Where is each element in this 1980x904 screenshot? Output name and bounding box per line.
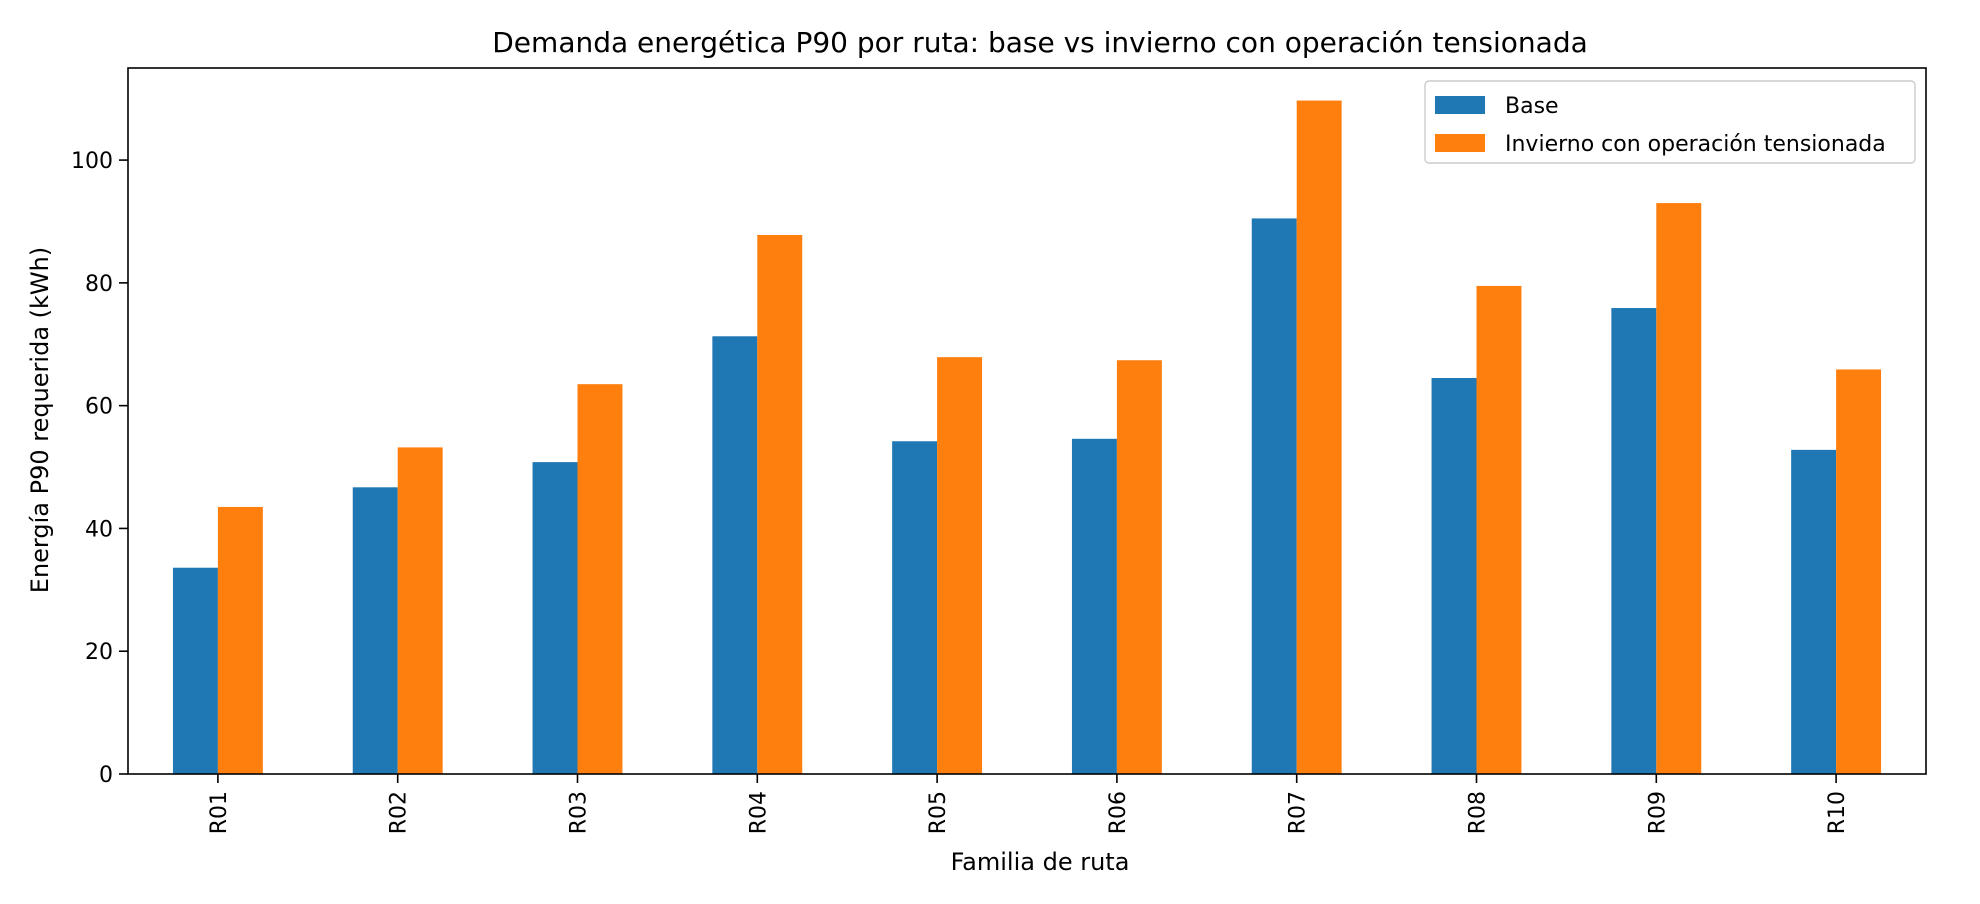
bar-invierno-R10: [1836, 369, 1882, 774]
x-tick-label: R06: [1106, 791, 1131, 834]
bar-base-R06: [1071, 438, 1117, 774]
x-tick-label: R05: [926, 791, 951, 834]
plot-frame: [127, 67, 1927, 775]
bar-base-R02: [352, 487, 398, 774]
bar-base-R08: [1431, 378, 1477, 774]
y-tick-label: 0: [99, 763, 113, 788]
y-tick-label: 40: [85, 517, 113, 542]
legend-box: [1424, 80, 1916, 164]
x-tick-label: R09: [1645, 791, 1670, 834]
legend: Base Invierno con operación tensionada: [1424, 80, 1916, 164]
y-axis: 0 20 40 60 80 100: [71, 149, 128, 788]
bar-invierno-R03: [577, 384, 623, 774]
x-axis: R01 R02 R03 R04 R05 R06 R07 R08 R09 R10: [207, 774, 1850, 834]
bars-layer: [172, 100, 1882, 775]
bar-base-R03: [532, 462, 578, 774]
legend-swatch: [1435, 134, 1485, 152]
legend-label: Invierno con operación tensionada: [1505, 132, 1886, 157]
bar-base-R10: [1791, 449, 1837, 774]
bar-invierno-R07: [1296, 100, 1342, 774]
y-tick-label: 60: [85, 395, 113, 420]
x-axis-label: Familia de ruta: [951, 848, 1130, 876]
y-axis-label: Energía P90 requerida (kWh): [26, 247, 54, 593]
bar-invierno-R09: [1656, 203, 1702, 775]
bar-base-R07: [1251, 218, 1297, 774]
bar-invierno-R04: [757, 234, 803, 774]
y-tick-label: 100: [71, 149, 113, 174]
x-tick-label: R01: [207, 791, 232, 834]
bar-base-R01: [172, 567, 218, 774]
x-tick-label: R03: [567, 791, 592, 834]
y-tick-label: 80: [85, 272, 113, 297]
x-tick-label: R08: [1466, 791, 1491, 834]
x-tick-label: R10: [1825, 791, 1850, 834]
x-tick-label: R02: [387, 791, 412, 834]
y-tick-label: 20: [85, 640, 113, 665]
bar-invierno-R02: [397, 447, 443, 774]
bar-invierno-R06: [1116, 360, 1162, 774]
x-tick-label: R04: [746, 791, 771, 834]
bar-invierno-R08: [1476, 285, 1522, 774]
x-tick-label: R07: [1286, 791, 1311, 834]
bar-invierno-R05: [937, 357, 983, 774]
chart-title: Demanda energética P90 por ruta: base vs…: [492, 26, 1588, 59]
bar-base-R05: [892, 441, 938, 774]
bar-base-R04: [712, 336, 758, 774]
bar-invierno-R01: [217, 506, 263, 774]
legend-label: Base: [1505, 94, 1559, 119]
legend-swatch: [1435, 96, 1485, 114]
bar-base-R09: [1611, 308, 1657, 774]
